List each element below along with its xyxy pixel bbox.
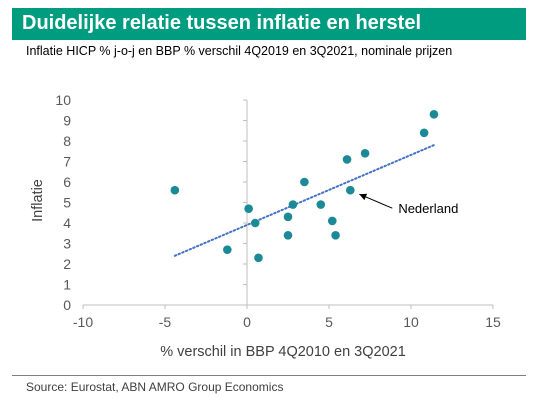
x-tick-label: 10 (403, 314, 419, 330)
x-tick-label: -10 (73, 314, 93, 330)
trendline (173, 144, 435, 257)
data-point (346, 185, 355, 195)
y-tick-label: 3 (63, 236, 71, 252)
annotation-arrowhead (359, 193, 368, 201)
data-point (283, 212, 293, 222)
data-point (327, 216, 337, 226)
annotation-label: Nederland (398, 201, 458, 216)
data-point (429, 110, 439, 119)
data-point (250, 218, 260, 228)
y-tick-label: 4 (63, 215, 71, 231)
data-point (223, 245, 232, 254)
y-tick-label: 1 (63, 277, 71, 293)
axis-labels-layer: % verschil in BBP 4Q2010 en 3Q2021 Inflat… (30, 179, 406, 360)
trendline-layer (173, 144, 435, 257)
y-tick-label: 10 (55, 92, 71, 108)
chart-subtitle: Inflatie HICP % j-o-j en BBP % verschil … (26, 44, 453, 58)
x-tick-label: -5 (159, 314, 172, 330)
data-point (331, 231, 340, 240)
y-tick-label: 9 (63, 113, 71, 129)
points-layer (170, 110, 439, 263)
scatter-chart: -10 -5 0 5 10 15 0 1 2 3 4 5 6 7 8 9 10 Nederland % vers… (30, 92, 501, 360)
chart-title: Duidelijke relatie tussen inflatie en he… (22, 12, 422, 34)
y-axis-title: Inflatie (30, 179, 46, 222)
source-note: Source: Eurostat, ABN AMRO Group Economi… (26, 380, 284, 394)
data-point (316, 200, 326, 209)
axes: -10 -5 0 5 10 15 0 1 2 3 4 5 6 7 8 9 10 (55, 92, 501, 330)
y-tick-label: 2 (63, 256, 71, 272)
x-tick-label: 0 (243, 314, 251, 330)
data-point (283, 231, 293, 240)
data-point (170, 185, 180, 195)
data-point (288, 200, 298, 209)
data-point (300, 177, 309, 187)
source-divider (12, 375, 526, 376)
data-point (360, 149, 370, 158)
y-tick-label: 7 (63, 154, 71, 170)
x-axis-title: % verschil in BBP 4Q2010 en 3Q2021 (160, 344, 406, 360)
title-bar: Duidelijke relatie tussen inflatie en he… (12, 8, 526, 40)
data-point (419, 128, 429, 138)
data-point (244, 204, 253, 213)
annotation-layer: Nederland (359, 193, 458, 216)
y-tick-label: 6 (63, 174, 71, 190)
y-tick-label: 5 (63, 195, 71, 211)
data-point (254, 253, 263, 263)
data-point (342, 155, 352, 164)
x-tick-label: 5 (325, 314, 333, 330)
y-tick-label: 0 (63, 297, 71, 313)
x-tick-label: 15 (485, 314, 501, 330)
y-tick-label: 8 (63, 133, 71, 149)
